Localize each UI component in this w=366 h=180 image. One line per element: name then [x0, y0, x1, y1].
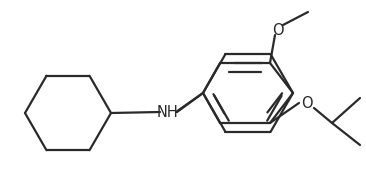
Text: NH: NH — [157, 105, 179, 120]
Text: O: O — [272, 22, 284, 37]
Text: O: O — [301, 96, 313, 111]
